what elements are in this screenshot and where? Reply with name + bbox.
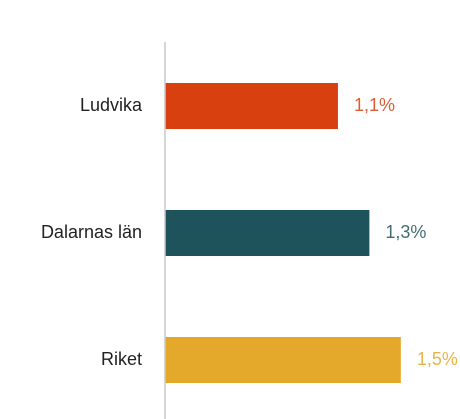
bar (165, 210, 370, 256)
category-label: Ludvika (80, 95, 143, 115)
category-label: Riket (101, 349, 142, 369)
value-label: 1,5% (417, 349, 458, 369)
value-label: 1,3% (385, 222, 426, 242)
bar (165, 83, 338, 129)
category-label: Dalarnas län (41, 222, 142, 242)
value-label: 1,1% (354, 95, 395, 115)
bar (165, 337, 401, 383)
